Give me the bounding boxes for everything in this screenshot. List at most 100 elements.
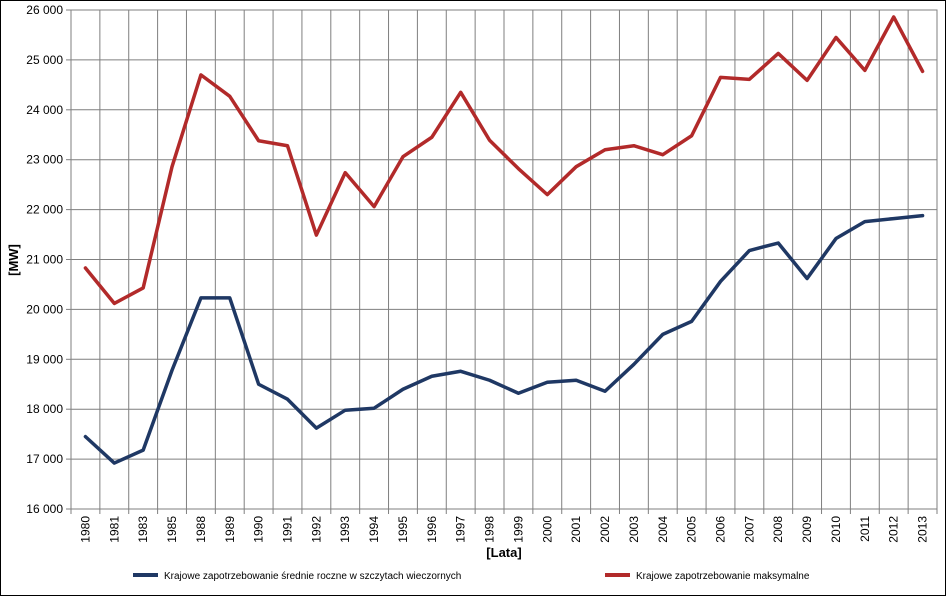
data-point-series-2 (228, 95, 231, 98)
x-tick-label: 2004 (656, 516, 670, 543)
data-point-series-2 (286, 144, 289, 147)
data-point-series-1 (430, 375, 434, 378)
y-tick-label: 17 000 (26, 452, 63, 466)
data-point-series-1 (690, 320, 693, 323)
data-point-series-1 (228, 296, 231, 300)
series-lines (83, 15, 925, 465)
data-point-series-2 (603, 148, 607, 151)
data-point-series-1 (777, 241, 780, 245)
y-tick-label: 21 000 (26, 253, 63, 267)
data-point-series-1 (459, 370, 462, 373)
x-tick-label: 2005 (685, 516, 699, 543)
y-tick-label: 18 000 (26, 402, 63, 416)
data-point-series-2 (777, 52, 780, 55)
data-point-series-1 (921, 214, 924, 217)
data-point-series-1 (257, 383, 260, 386)
data-point-series-1 (661, 333, 664, 336)
data-point-series-1 (805, 277, 809, 280)
x-tick-label: 2012 (887, 516, 901, 543)
x-tick-label: 1993 (338, 516, 352, 543)
data-point-series-2 (921, 70, 924, 73)
x-tick-label: 1990 (252, 516, 266, 543)
data-point-series-1 (113, 461, 116, 465)
data-point-series-2 (372, 205, 376, 208)
data-point-series-2 (344, 171, 347, 174)
data-point-series-2 (257, 139, 260, 142)
x-tick-label: 2013 (916, 516, 930, 543)
x-axis-tick-labels: 1980 1981 1983 1985 1988 1989 1990 1991 1992 1993… (70, 509, 938, 543)
data-point-series-2 (459, 91, 462, 94)
legend: Krajowe zapotrzebowanie średnie roczne w… (133, 571, 810, 582)
data-point-series-1 (719, 280, 722, 283)
y-tick-label: 20 000 (26, 302, 63, 316)
x-tick-label: 1996 (425, 516, 439, 543)
x-tick-label: 1985 (165, 516, 179, 543)
data-point-series-2 (199, 73, 203, 77)
series-line-1 (83, 213, 925, 465)
data-point-series-2 (690, 134, 693, 137)
x-tick-label: 1994 (367, 516, 381, 543)
x-tick-label: 1995 (396, 516, 410, 543)
data-point-series-1 (546, 381, 549, 384)
x-tick-label: 1989 (223, 516, 237, 543)
x-tick-label: 2007 (742, 516, 756, 543)
legend-label-series-1: Krajowe zapotrzebowanie średnie roczne w… (164, 571, 461, 582)
x-tick-label: 2009 (800, 516, 814, 543)
legend-label-series-2: Krajowe zapotrzebowanie maksymalne (636, 571, 810, 582)
data-point-series-2 (141, 286, 145, 290)
data-point-series-1 (401, 388, 405, 391)
data-point-series-1 (892, 217, 895, 220)
x-tick-label: 1981 (107, 516, 121, 543)
x-tick-label: 1991 (281, 516, 295, 543)
x-tick-label: 2000 (540, 516, 554, 543)
y-tick-label: 22 000 (26, 203, 63, 217)
x-tick-label: 1998 (483, 516, 497, 543)
x-tick-label: 2011 (858, 516, 872, 542)
data-point-series-1 (84, 435, 87, 438)
data-point-series-1 (286, 398, 289, 401)
data-point-series-1 (372, 407, 376, 410)
data-point-series-1 (517, 392, 520, 395)
data-point-series-2 (488, 139, 491, 142)
data-point-series-1 (603, 390, 607, 393)
data-point-series-1 (863, 220, 867, 223)
data-point-series-2 (748, 78, 751, 81)
x-tick-label: 2010 (829, 516, 843, 543)
data-point-series-1 (632, 363, 636, 366)
x-tick-label: 2003 (627, 516, 641, 543)
data-point-series-2 (719, 76, 722, 79)
x-axis-title: [Lata] (486, 545, 521, 560)
data-point-series-2 (84, 266, 87, 270)
data-point-series-2 (315, 233, 318, 237)
data-point-series-2 (401, 155, 405, 158)
data-point-series-2 (632, 144, 636, 147)
data-point-series-1 (488, 379, 491, 382)
data-point-series-2 (170, 165, 174, 168)
data-point-series-1 (170, 369, 174, 372)
x-tick-label: 1992 (309, 516, 323, 543)
y-axis-tick-labels: 16 000 17 000 18 000 19 000 20 000 21 000 22 0… (26, 3, 71, 516)
data-point-series-2 (546, 193, 549, 196)
data-point-series-2 (805, 79, 809, 82)
y-tick-label: 24 000 (26, 103, 63, 117)
data-point-series-2 (574, 165, 578, 168)
x-tick-label: 1983 (136, 516, 150, 543)
data-point-series-2 (113, 302, 116, 305)
data-point-series-1 (834, 237, 838, 240)
data-point-series-2 (517, 167, 520, 170)
data-point-series-2 (863, 69, 867, 72)
series-line-2 (83, 15, 925, 306)
x-tick-label: 2001 (569, 516, 583, 543)
y-axis-title: [MW] (6, 244, 21, 276)
x-tick-label: 2008 (771, 516, 785, 543)
data-point-series-1 (199, 296, 203, 300)
y-tick-label: 19 000 (26, 352, 63, 366)
x-tick-label: 2006 (714, 516, 728, 543)
data-point-series-2 (430, 136, 434, 139)
data-point-series-2 (661, 153, 664, 156)
data-point-series-1 (141, 448, 145, 452)
x-tick-label: 1980 (78, 516, 92, 543)
data-point-series-1 (748, 249, 751, 252)
